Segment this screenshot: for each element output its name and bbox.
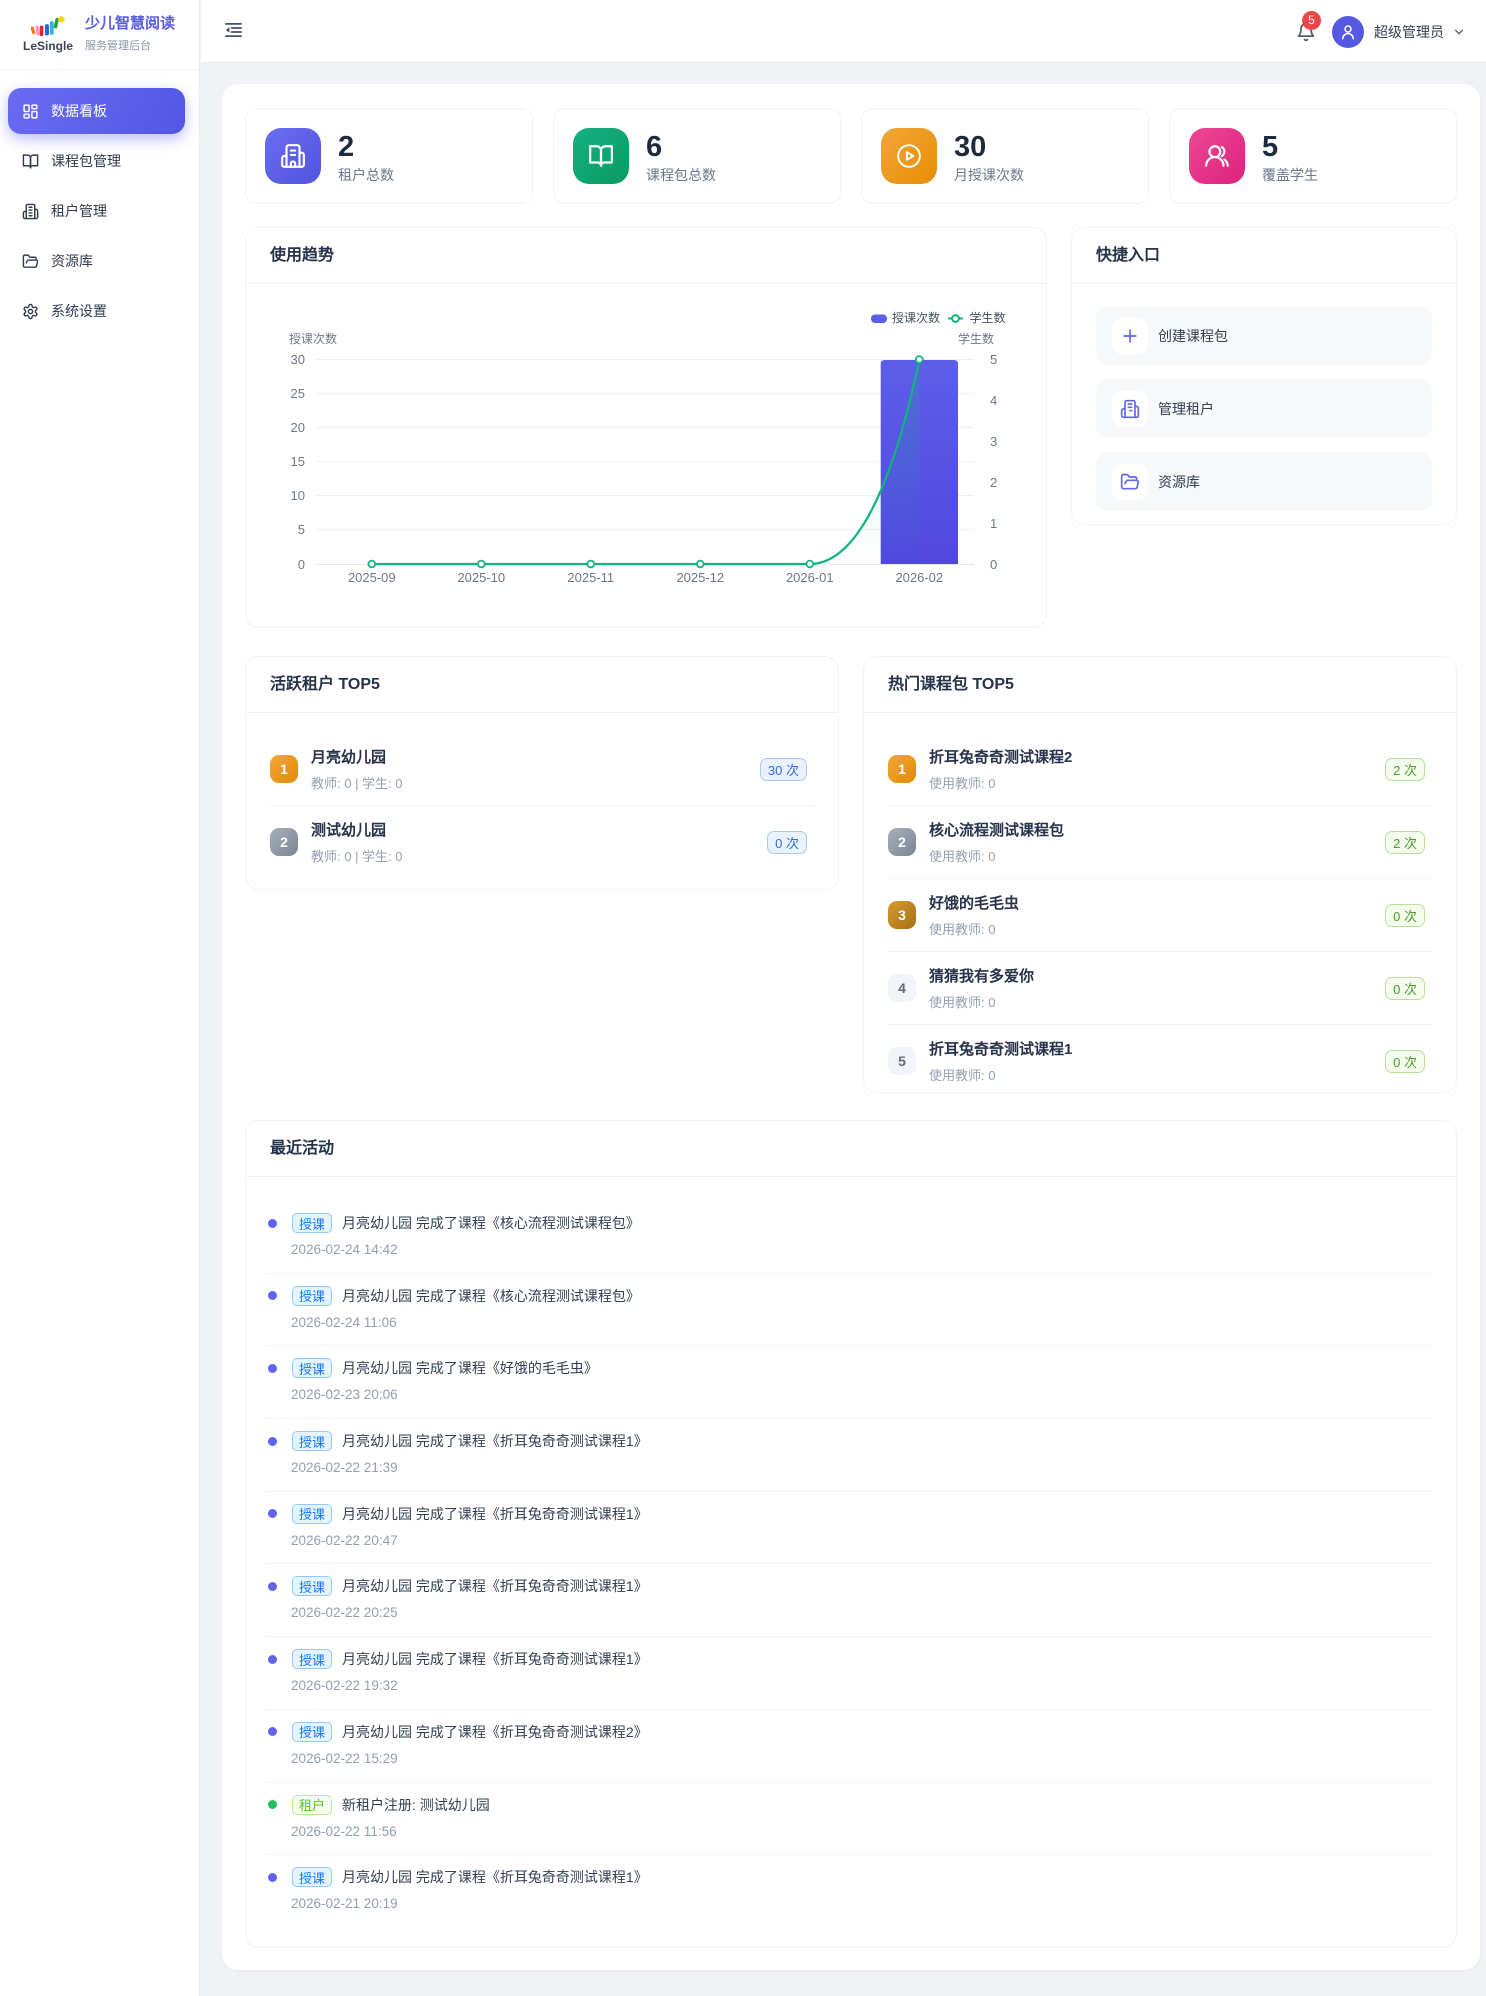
svg-text:1: 1 [990, 516, 997, 531]
svg-text:4: 4 [990, 393, 997, 408]
svg-text:2026-01: 2026-01 [786, 570, 834, 585]
svg-text:3: 3 [990, 434, 997, 449]
svg-text:25: 25 [291, 386, 305, 401]
svg-text:授课次数: 授课次数 [289, 331, 337, 346]
svg-text:30: 30 [291, 352, 305, 367]
svg-text:10: 10 [291, 488, 305, 503]
svg-text:5: 5 [990, 352, 997, 367]
svg-text:2025-12: 2025-12 [676, 570, 724, 585]
svg-text:2: 2 [990, 475, 997, 490]
svg-text:2026-02: 2026-02 [895, 570, 943, 585]
svg-text:2025-09: 2025-09 [348, 570, 396, 585]
svg-text:0: 0 [298, 557, 305, 572]
svg-text:15: 15 [291, 454, 305, 469]
svg-text:2025-11: 2025-11 [567, 570, 614, 585]
svg-text:学生数: 学生数 [958, 331, 994, 346]
svg-text:学生数: 学生数 [970, 310, 1006, 325]
svg-text:5: 5 [298, 522, 305, 537]
svg-text:授课次数: 授课次数 [892, 310, 940, 325]
svg-text:20: 20 [291, 420, 305, 435]
svg-text:2025-10: 2025-10 [457, 570, 505, 585]
svg-text:0: 0 [990, 557, 997, 572]
